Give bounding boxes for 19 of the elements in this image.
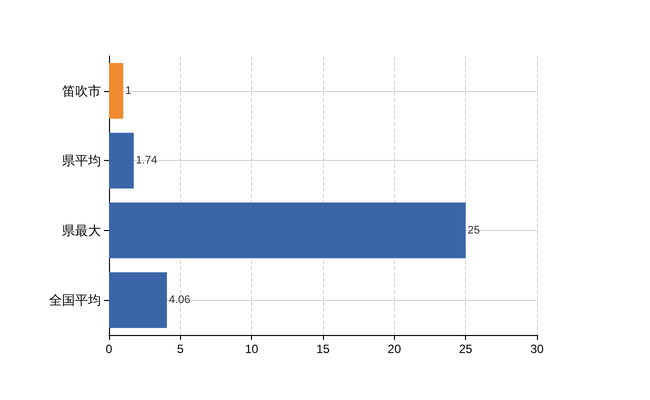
x-tick-label: 30: [530, 342, 544, 356]
y-tick-label: 笛吹市: [62, 83, 101, 98]
data-label: 4.06: [168, 294, 190, 306]
data-label: 1: [125, 84, 132, 97]
x-tick-label: 10: [244, 342, 259, 356]
y-tick-label: 県平均: [62, 153, 101, 168]
x-tick-label: 20: [388, 342, 402, 356]
x-tick-label: 15: [316, 342, 330, 356]
x-tick-label: 5: [176, 342, 184, 356]
bar: [109, 132, 134, 189]
bar: [109, 202, 466, 258]
data-label: 1.74: [136, 154, 158, 167]
y-tick-label: 全国平均: [49, 292, 101, 308]
bar: [109, 62, 124, 119]
y-tick-label: 県最大: [62, 222, 101, 238]
x-tick-label: 0: [106, 342, 113, 356]
x-tick-label: 25: [458, 342, 473, 356]
data-label: 25: [468, 224, 480, 236]
bar: [109, 272, 167, 328]
